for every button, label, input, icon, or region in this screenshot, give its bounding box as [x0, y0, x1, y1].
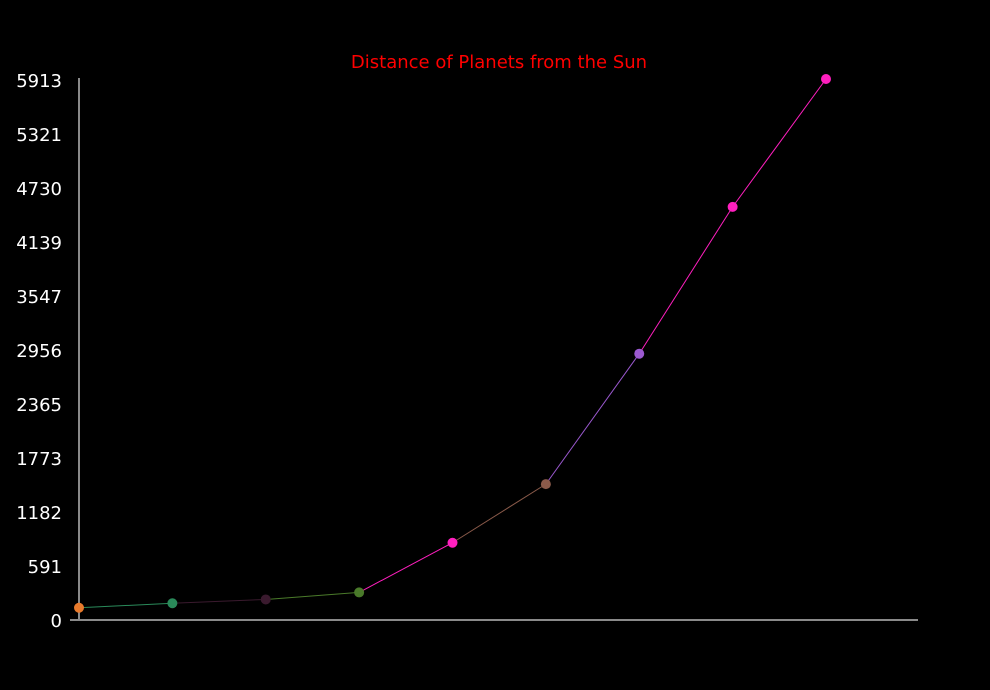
y-tick-label: 5913: [16, 71, 62, 92]
y-tick-label: 0: [51, 611, 62, 632]
data-point[interactable]: [447, 537, 458, 548]
line-segment: [638, 206, 734, 354]
data-point[interactable]: [540, 479, 551, 490]
data-point[interactable]: [727, 201, 738, 212]
line-segment: [732, 78, 827, 208]
y-tick-label: 5321: [16, 125, 62, 146]
y-tick-labels: 0 591 1182 1773 2365 2956 3547 4139 4730 5321 5913: [16, 71, 62, 632]
line-segment: [265, 591, 360, 600]
data-point[interactable]: [634, 348, 645, 359]
y-tick-label: 4730: [16, 179, 62, 200]
y-tick-label: 2365: [16, 395, 62, 416]
line-segment: [545, 353, 640, 485]
data-point[interactable]: [260, 594, 271, 605]
data-point[interactable]: [821, 74, 831, 84]
y-tick-label: 1182: [16, 503, 62, 524]
y-tick-label: 591: [28, 557, 62, 578]
line-segment: [78, 602, 173, 609]
line-segment: [358, 542, 453, 593]
line-segment: [172, 598, 266, 604]
y-tick-label: 3547: [16, 287, 62, 308]
data-point[interactable]: [74, 602, 84, 613]
series-points: [74, 74, 831, 613]
y-tick-label: 2956: [16, 341, 62, 362]
series-lines: [78, 78, 827, 609]
data-point[interactable]: [167, 598, 178, 609]
y-tick-label: 1773: [16, 449, 62, 470]
chart-title: Distance of Planets from the Sun: [351, 52, 647, 73]
data-point[interactable]: [354, 587, 365, 598]
y-tick-label: 4139: [16, 233, 62, 254]
line-segment: [452, 483, 547, 544]
